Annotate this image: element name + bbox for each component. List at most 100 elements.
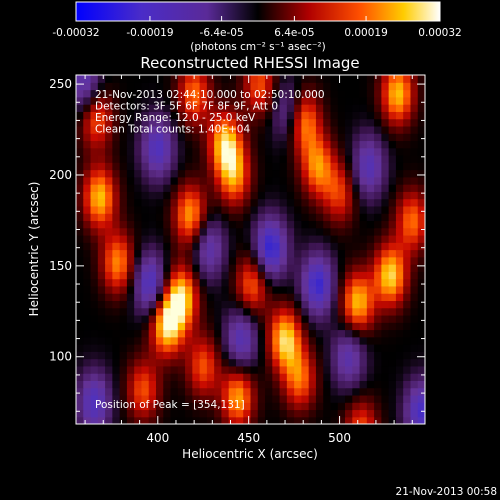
heatmap-cell — [395, 242, 404, 251]
heatmap-cell — [410, 198, 419, 207]
heatmap-cell — [170, 307, 179, 316]
heatmap-cell — [294, 191, 302, 200]
heatmap-cell — [294, 314, 302, 323]
heatmap-cell — [410, 96, 419, 105]
heatmap-cell — [257, 191, 266, 200]
heatmap-cell — [403, 191, 412, 200]
heatmap-cell — [177, 358, 186, 367]
heatmap-cell — [352, 220, 361, 229]
heatmap-cell — [366, 96, 375, 105]
heatmap-cell — [395, 307, 404, 316]
heatmap-cell — [257, 227, 266, 236]
heatmap-cell — [228, 344, 237, 352]
heatmap-cell — [141, 213, 150, 222]
heatmap-cell — [301, 133, 310, 142]
heatmap-cell — [83, 205, 92, 214]
heatmap-cell — [221, 380, 230, 389]
heatmap-cell — [163, 205, 172, 214]
heatmap-cell — [141, 96, 150, 105]
heatmap-cell — [301, 191, 310, 200]
heatmap-cell — [155, 227, 164, 236]
heatmap-cell — [221, 184, 230, 192]
heatmap-cell — [97, 336, 106, 345]
heatmap-cell — [323, 140, 332, 149]
heatmap-cell — [395, 198, 404, 207]
heatmap-cell — [155, 249, 164, 258]
heatmap-cell — [148, 242, 157, 251]
heatmap-cell — [170, 125, 179, 134]
heatmap-cell — [352, 373, 361, 381]
heatmap-cell — [315, 409, 324, 418]
heatmap-cell — [155, 307, 164, 316]
heatmap-cell — [83, 176, 92, 185]
heatmap-cell — [228, 140, 237, 149]
heatmap-cell — [214, 111, 223, 120]
heatmap-cell — [323, 409, 332, 418]
heatmap-cell — [97, 82, 106, 91]
heatmap-cell — [359, 191, 368, 200]
heatmap-cell — [388, 351, 397, 360]
heatmap-cell — [366, 380, 375, 389]
heatmap-cell — [381, 365, 390, 374]
heatmap-cell — [381, 75, 390, 83]
heatmap-cell — [257, 387, 266, 396]
heatmap-cell — [374, 118, 382, 127]
heatmap-cell — [163, 358, 172, 367]
heatmap-cell — [301, 176, 310, 185]
heatmap-cell — [148, 387, 157, 396]
heatmap-cell — [257, 118, 266, 127]
heatmap-cell — [235, 264, 244, 272]
heatmap-cell — [388, 387, 397, 396]
heatmap-cell — [294, 104, 302, 112]
heatmap-cell — [366, 234, 375, 243]
heatmap-cell — [112, 329, 121, 338]
heatmap-cell — [228, 278, 237, 287]
heatmap-cell — [315, 147, 324, 156]
heatmap-cell — [243, 293, 252, 301]
heatmap-cell — [105, 111, 113, 120]
heatmap-cell — [228, 271, 237, 280]
heatmap-cell — [97, 89, 106, 98]
heatmap-cell — [272, 133, 281, 142]
heatmap-cell — [330, 394, 339, 403]
heatmap-cell — [228, 264, 237, 272]
heatmap-cell — [279, 416, 288, 424]
heatmap-cell — [359, 402, 368, 411]
heatmap-cell — [395, 278, 404, 287]
heatmap-cell — [366, 271, 375, 280]
heatmap-cell — [112, 314, 121, 323]
heatmap-cell — [366, 293, 375, 301]
heatmap-cell — [177, 184, 186, 192]
heatmap-cell — [148, 402, 157, 411]
heatmap-cell — [265, 358, 273, 367]
heatmap-cell — [308, 169, 317, 178]
heatmap-cell — [403, 227, 412, 236]
heatmap-cell — [315, 213, 324, 222]
heatmap-cell — [214, 104, 223, 112]
heatmap-cell — [192, 285, 201, 294]
heatmap-cell — [381, 409, 390, 418]
heatmap-cell — [163, 111, 172, 120]
heatmap-cell — [359, 162, 368, 171]
heatmap-cell — [388, 285, 397, 294]
peak-position-label: Position of Peak = [354,131] — [95, 399, 245, 411]
heatmap-cell — [112, 344, 121, 352]
heatmap-cell — [366, 75, 375, 83]
heatmap-cell — [214, 96, 223, 105]
heatmap-cell — [345, 176, 353, 185]
heatmap-cell — [294, 402, 302, 411]
heatmap-cell — [359, 220, 368, 229]
heatmap-cell — [90, 96, 99, 105]
heatmap-cell — [112, 285, 121, 294]
heatmap-cell — [148, 147, 157, 156]
heatmap-cell — [185, 358, 193, 367]
heatmap-cell — [221, 147, 230, 156]
heatmap-cell — [374, 402, 382, 411]
heatmap-cell — [119, 314, 128, 323]
heatmap-cell — [272, 278, 281, 287]
heatmap-cell — [388, 394, 397, 403]
heatmap-cell — [206, 387, 215, 396]
heatmap-cell — [381, 176, 390, 185]
heatmap-cell — [228, 322, 237, 331]
heatmap-cell — [90, 169, 99, 178]
